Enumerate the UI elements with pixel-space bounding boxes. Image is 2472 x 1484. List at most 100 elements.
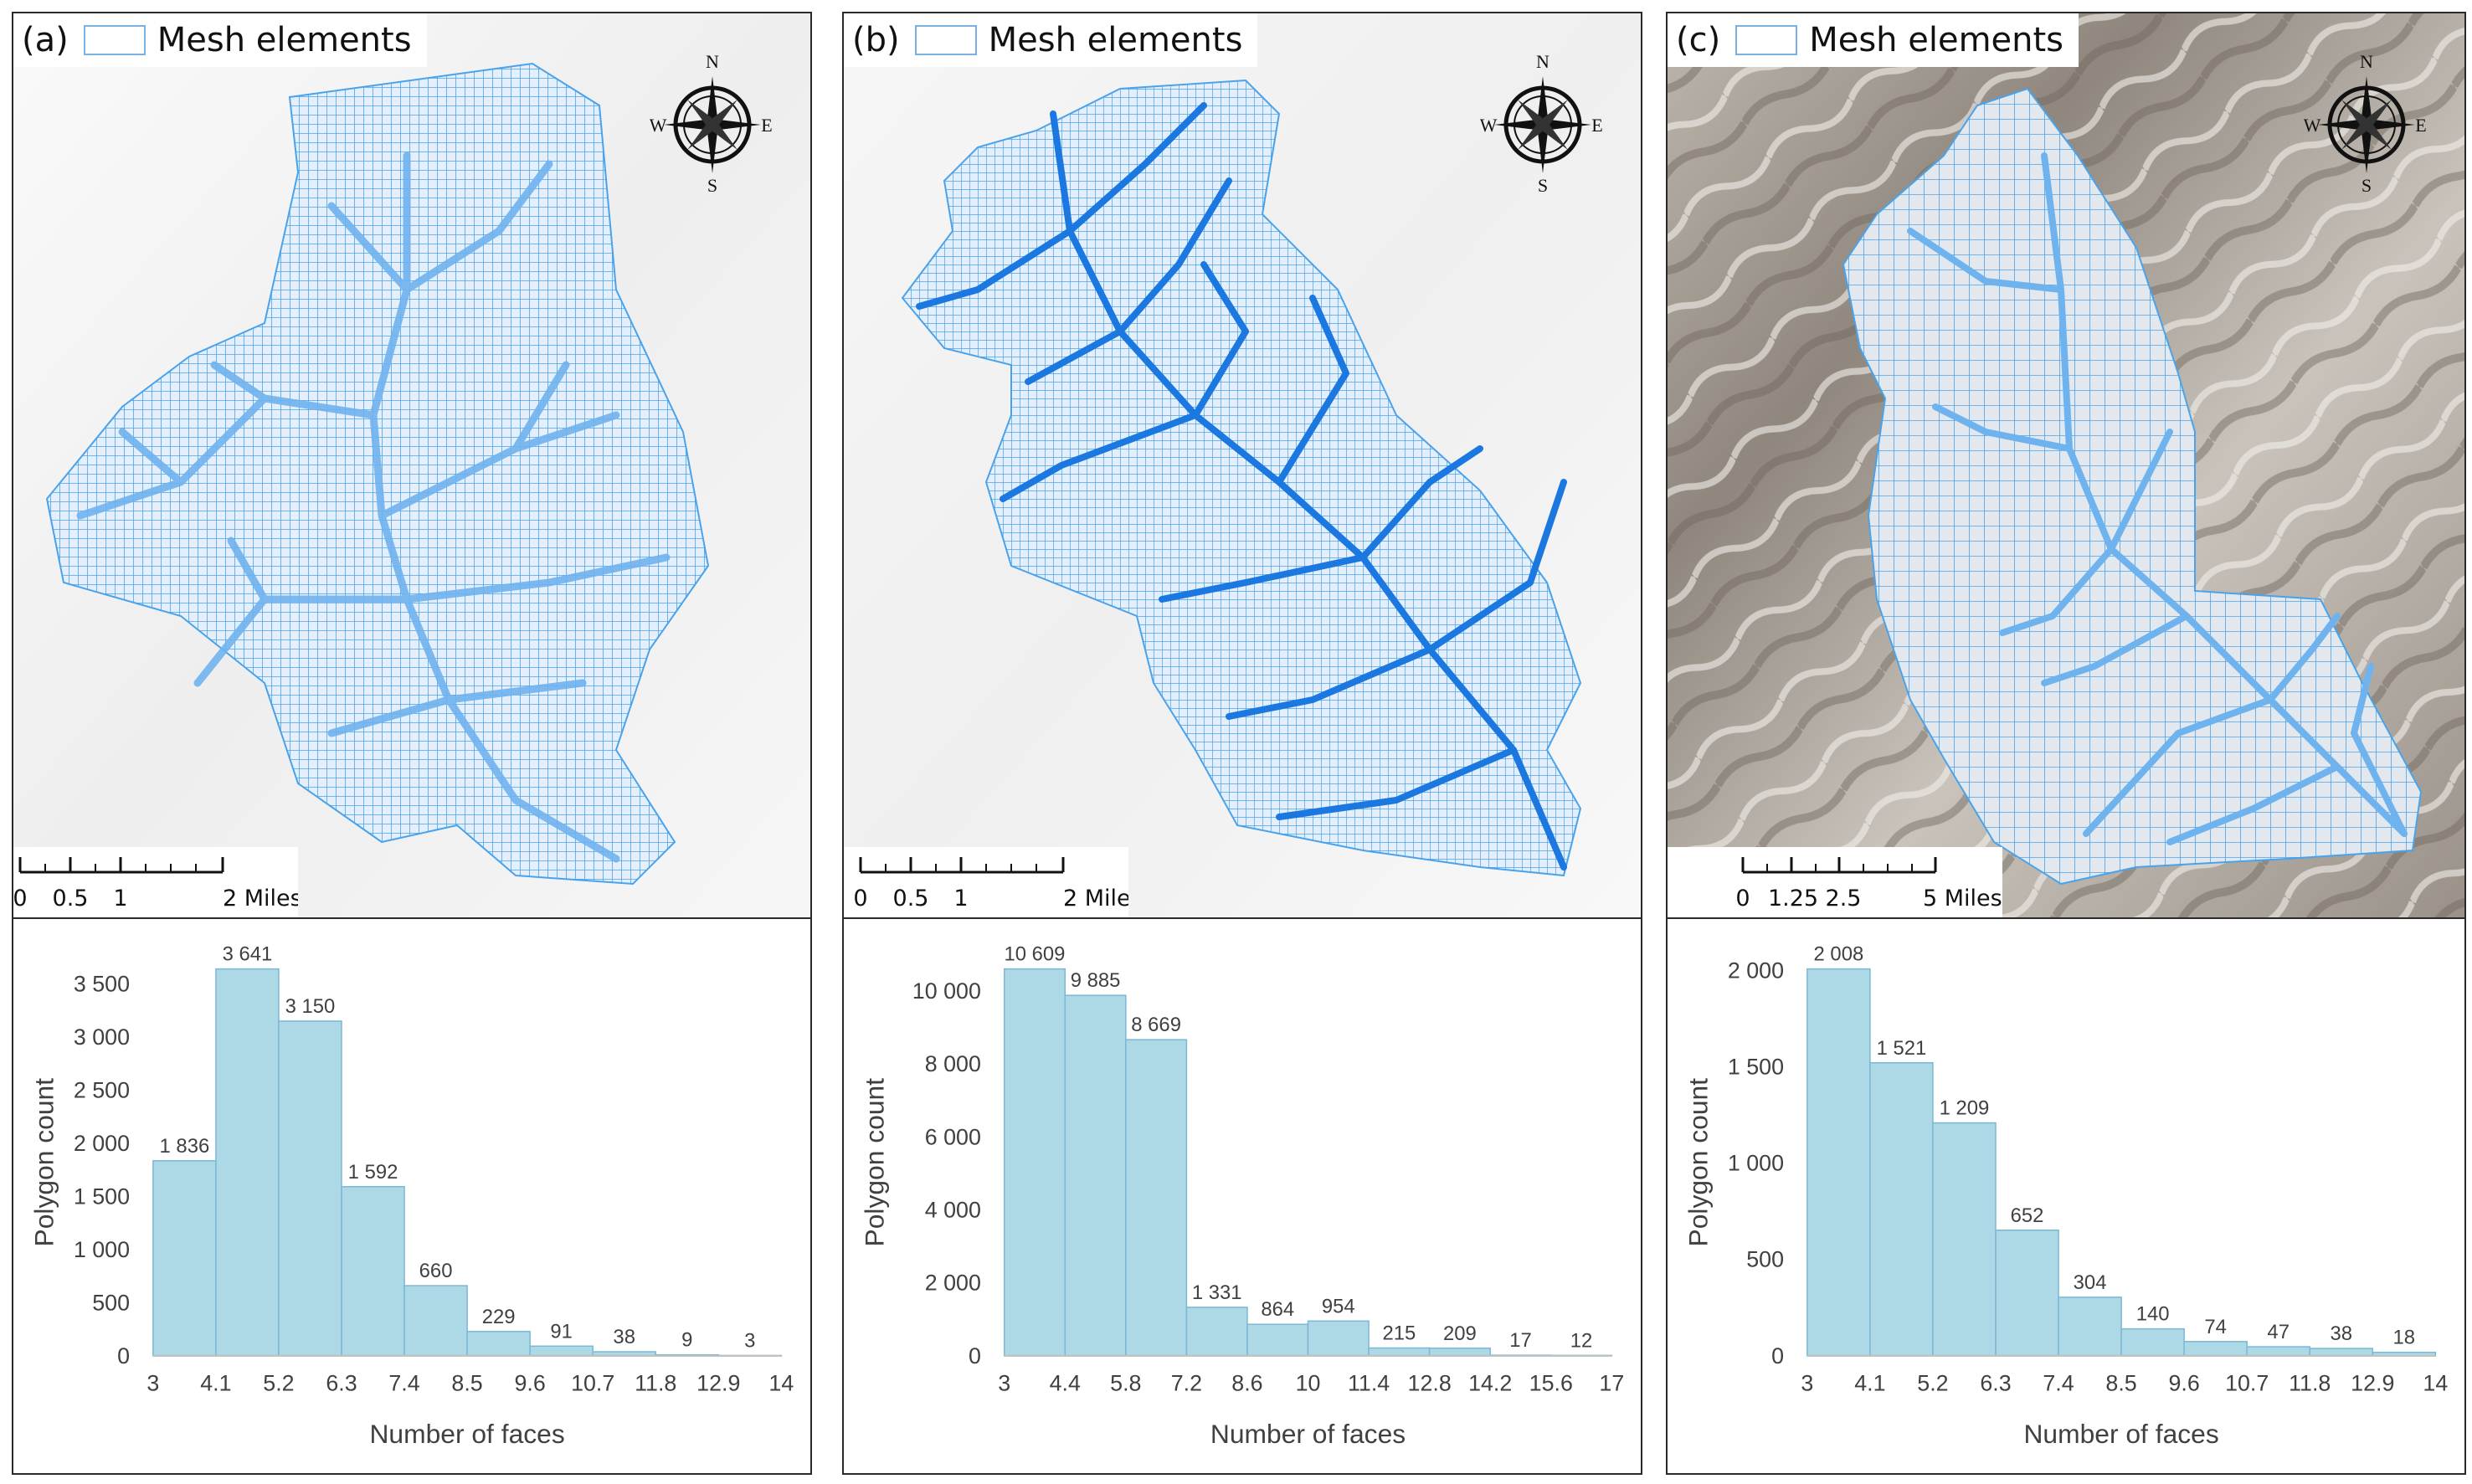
- panel-a: (a) Mesh elements N S E W: [12, 12, 812, 1475]
- scale-label: 1: [953, 886, 968, 911]
- x-tick-label: 10: [1296, 1371, 1321, 1396]
- x-tick-label: 10.7: [571, 1371, 614, 1396]
- bar-value-label: 1 331: [1192, 1281, 1242, 1304]
- scale-label: 5 Miles: [1923, 886, 2002, 911]
- y-tick-label: 1 500: [1728, 1055, 1784, 1080]
- compass-w: W: [650, 115, 667, 136]
- bar-value-label: 1 521: [1877, 1037, 1927, 1060]
- mesh-swatch-icon: [914, 25, 977, 55]
- bar-value-label: 954: [1322, 1295, 1355, 1317]
- y-tick-label: 4 000: [925, 1198, 981, 1223]
- panel-c: (c) Mesh elements N S E W: [1666, 12, 2466, 1475]
- bar-value-label: 12: [1570, 1329, 1593, 1352]
- y-tick-label: 8 000: [925, 1051, 981, 1076]
- x-tick-label: 11.8: [635, 1371, 676, 1396]
- legend-label: Mesh elements: [157, 21, 412, 59]
- scale-bar: 0 1.25 2.5 5 Miles: [1668, 847, 2002, 917]
- y-tick-label: 1 500: [74, 1184, 130, 1209]
- bar-value-label: 47: [2267, 1321, 2290, 1343]
- y-tick-label: 2 000: [1728, 958, 1784, 983]
- bar-value-label: 209: [1443, 1322, 1477, 1345]
- histogram-bar: [2120, 1327, 2185, 1357]
- compass-s: S: [707, 175, 717, 193]
- histogram-bar: [1185, 1307, 1248, 1357]
- bar-value-label: 8 669: [1131, 1014, 1181, 1036]
- y-tick-label: 1 000: [74, 1237, 130, 1262]
- compass-n: N: [706, 51, 719, 72]
- histogram-bar: [1064, 994, 1127, 1357]
- x-tick-label: 5.2: [1917, 1371, 1948, 1396]
- bar-value-label: 17: [1509, 1329, 1532, 1352]
- x-tick-label: 10.7: [2225, 1371, 2269, 1396]
- histogram-bar: [1003, 968, 1066, 1357]
- x-tick-label: 4.1: [200, 1371, 231, 1396]
- histogram-bar: [1995, 1230, 2059, 1357]
- y-tick-label: 2 000: [925, 1271, 981, 1296]
- x-tick-label: 7.4: [388, 1371, 419, 1396]
- x-tick-label: 8.5: [2105, 1371, 2136, 1396]
- y-tick-label: 2 500: [74, 1077, 130, 1102]
- x-tick-label: 14.2: [1468, 1371, 1512, 1396]
- x-tick-label: 4.1: [1854, 1371, 1885, 1396]
- y-tick-label: 2 000: [74, 1131, 130, 1156]
- bar-value-label: 1 836: [160, 1135, 210, 1158]
- mesh-swatch-icon: [1735, 25, 1798, 55]
- y-tick-label: 500: [92, 1290, 130, 1315]
- x-tick-label: 11.8: [2289, 1371, 2331, 1396]
- x-tick-label: 12.9: [2351, 1371, 2394, 1396]
- scale-bar: 0 0.5 1 2 Miles: [844, 847, 1143, 917]
- watershed-map: [1668, 13, 2464, 917]
- x-tick-label: 9.6: [514, 1371, 545, 1396]
- bar-value-label: 9 885: [1071, 969, 1121, 992]
- legend-label: Mesh elements: [988, 21, 1243, 59]
- histogram-bar: [1932, 1122, 1997, 1357]
- y-axis-title: Polygon count: [1683, 1078, 1714, 1247]
- x-tick-label: 5.8: [1110, 1371, 1141, 1396]
- compass-e: E: [761, 115, 772, 136]
- scale-label: 2.5: [1826, 886, 1862, 911]
- map-a: (a) Mesh elements N S E W: [13, 13, 810, 919]
- histogram-bar: [1246, 1323, 1309, 1357]
- map-legend: (a) Mesh elements: [13, 13, 427, 67]
- bar-value-label: 229: [482, 1306, 516, 1328]
- histogram-bar: [1428, 1347, 1491, 1357]
- bar-value-label: 864: [1261, 1298, 1294, 1321]
- histogram-bar: [2309, 1348, 2374, 1357]
- histogram-bar: [152, 1160, 217, 1357]
- x-tick-label: 12.8: [1408, 1371, 1452, 1396]
- histogram-bar: [278, 1020, 342, 1357]
- bar-value-label: 91: [550, 1320, 573, 1343]
- bar-value-label: 38: [613, 1326, 635, 1348]
- histogram-bar: [1806, 968, 1871, 1357]
- compass-rose-icon: N S E W: [650, 51, 775, 196]
- scale-label: 2 Miles: [1063, 886, 1128, 911]
- histogram-svg: 1 836 3 641 3 150 1 592 660 229 91 38 9 3 3 4.1 5.2 6…: [29, 943, 794, 1450]
- compass-w: W: [1480, 115, 1498, 136]
- bar-value-label: 1 592: [348, 1161, 398, 1184]
- x-tick-label: 15.6: [1529, 1371, 1573, 1396]
- mesh-swatch-icon: [83, 25, 146, 55]
- histogram-bar: [1869, 1061, 1934, 1357]
- y-tick-label: 10 000: [912, 978, 981, 1004]
- compass-w: W: [2304, 115, 2321, 136]
- x-axis-title: Number of faces: [1210, 1419, 1406, 1449]
- x-tick-label: 14: [2423, 1371, 2448, 1396]
- histogram-bar: [1368, 1347, 1431, 1357]
- histogram-bar: [1125, 1039, 1188, 1357]
- bar-value-label: 304: [2074, 1271, 2107, 1294]
- bar-value-label: 3: [744, 1330, 755, 1353]
- compass-s: S: [2362, 175, 2372, 193]
- scale-bar: 0 0.5 1 2 Miles: [13, 847, 302, 917]
- panel-label: (a): [22, 21, 69, 59]
- histogram-bar: [215, 968, 280, 1357]
- y-tick-label: 0: [1771, 1343, 1784, 1368]
- scale-label: 1: [113, 886, 127, 911]
- scale-label: 0.5: [893, 886, 929, 911]
- bar-value-label: 1 209: [1940, 1097, 1990, 1120]
- bar-value-label: 10 609: [1005, 943, 1066, 966]
- histogram-bar: [466, 1331, 531, 1357]
- histogram-bar: [403, 1285, 468, 1357]
- bar-value-label: 38: [2330, 1322, 2352, 1345]
- compass-n: N: [1536, 51, 1549, 72]
